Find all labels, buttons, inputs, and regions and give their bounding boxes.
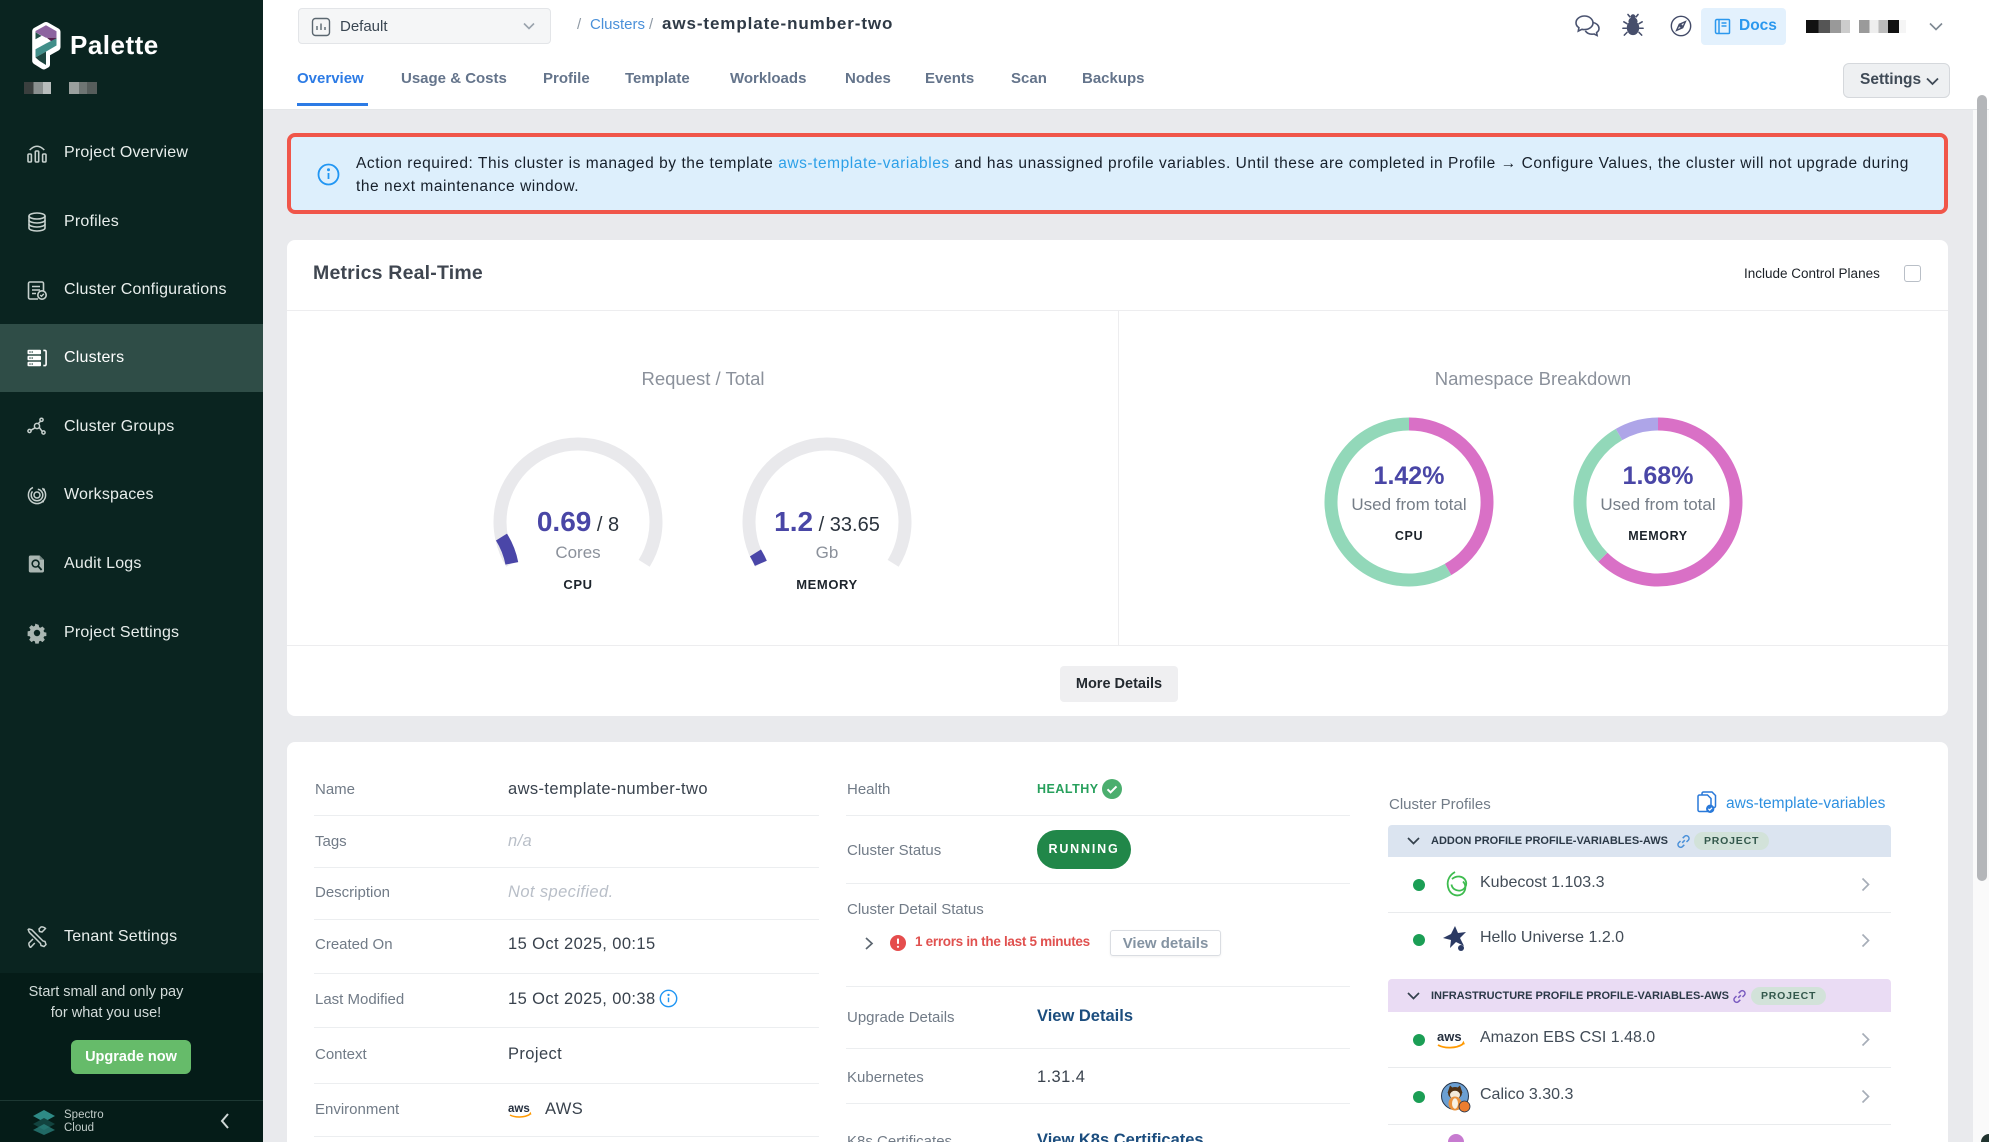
svg-text:aws: aws bbox=[508, 1103, 530, 1115]
svg-text:aws: aws bbox=[1437, 1029, 1462, 1044]
